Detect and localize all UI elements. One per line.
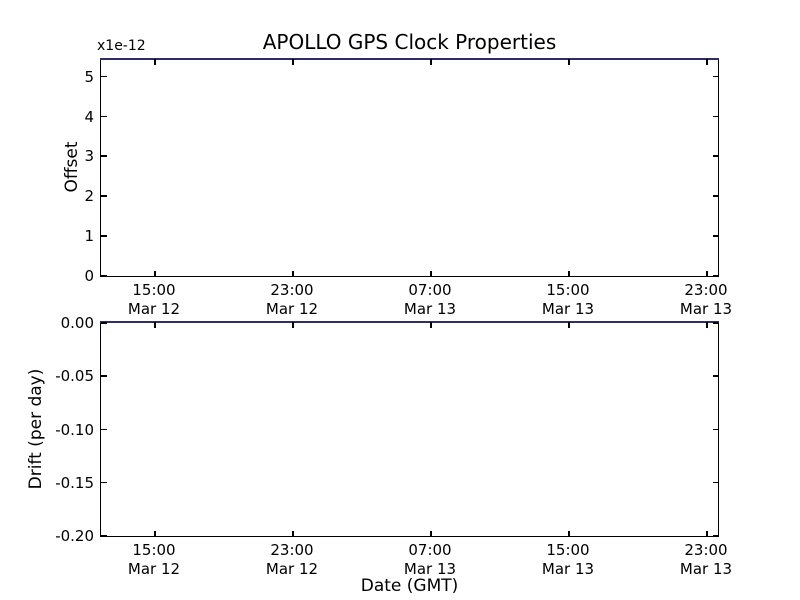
x-tick-label: 23:00 Mar 13 xyxy=(680,541,732,579)
x-tick xyxy=(568,59,570,65)
y-tick-label: 0 xyxy=(84,267,94,285)
y-tick xyxy=(712,535,718,537)
x-tick xyxy=(568,322,570,328)
y-axis-exponent-label: x1e-12 xyxy=(97,38,146,54)
x-tick-date: Mar 13 xyxy=(679,560,733,578)
x-tick-time: 23:00 xyxy=(684,541,728,559)
y-tick xyxy=(101,195,107,197)
x-tick xyxy=(706,530,708,536)
x-tick-time: 15:00 xyxy=(132,281,176,299)
x-tick xyxy=(430,270,432,276)
y-tick-label: 3 xyxy=(84,147,94,166)
x-tick xyxy=(430,59,432,65)
x-tick-label: 15:00 Mar 13 xyxy=(542,281,594,319)
x-tick xyxy=(292,322,294,328)
x-tick-label: 23:00 Mar 13 xyxy=(680,281,732,319)
y-tick-label: -0.05 xyxy=(55,367,94,386)
x-tick xyxy=(706,322,708,328)
x-tick xyxy=(430,530,432,536)
y-tick xyxy=(712,481,718,484)
chart-title: APOLLO GPS Clock Properties xyxy=(262,30,557,54)
x-tick xyxy=(568,270,570,276)
x-tick-date: Mar 13 xyxy=(541,300,595,318)
x-tick xyxy=(706,270,708,276)
x-tick xyxy=(292,59,294,65)
y-tick-label: -0.15 xyxy=(55,473,94,492)
y-tick-label: -0.20 xyxy=(55,527,94,545)
x-tick-date: Mar 12 xyxy=(127,560,181,578)
x-tick xyxy=(154,270,156,276)
x-tick-time: 23:00 xyxy=(270,281,314,299)
y-tick xyxy=(101,428,107,430)
x-tick-date: Mar 12 xyxy=(265,560,319,578)
x-tick xyxy=(154,322,156,328)
y-tick-label: 4 xyxy=(84,107,94,126)
x-tick-time: 23:00 xyxy=(270,541,314,559)
x-tick-date: Mar 12 xyxy=(127,300,181,318)
y-tick xyxy=(712,322,718,324)
x-tick-label: 07:00 Mar 13 xyxy=(404,281,456,319)
drift-y-axis-label: Drift (per day) xyxy=(26,368,46,490)
y-tick xyxy=(101,481,107,484)
x-tick-label: 15:00 Mar 12 xyxy=(128,281,180,319)
x-tick-time: 23:00 xyxy=(684,281,728,299)
x-tick-time: 15:00 xyxy=(132,541,176,559)
x-tick-time: 15:00 xyxy=(546,281,590,299)
y-tick xyxy=(101,535,107,537)
offset-series-line xyxy=(100,57,719,60)
drift-plot-area: 15:00 Mar 12 23:00 Mar 12 07:00 Mar 13 15:00 Ma… xyxy=(55,314,732,578)
x-tick-date: Mar 13 xyxy=(403,300,457,318)
y-tick xyxy=(101,375,107,377)
x-tick-label: 15:00 Mar 13 xyxy=(542,541,594,579)
x-axis-label: Date (GMT) xyxy=(360,576,459,596)
y-tick xyxy=(101,155,107,157)
y-tick-label: 1 xyxy=(84,227,94,246)
x-tick-label: 23:00 Mar 12 xyxy=(266,281,318,319)
offset-y-axis-label: Offset xyxy=(62,141,82,193)
x-tick-label: 23:00 Mar 12 xyxy=(266,541,318,579)
y-tick xyxy=(712,155,718,157)
x-tick xyxy=(154,530,156,536)
x-tick-date: Mar 13 xyxy=(679,300,733,318)
y-tick xyxy=(712,375,718,377)
y-tick xyxy=(101,322,107,324)
x-tick xyxy=(706,59,708,65)
x-tick xyxy=(430,322,432,328)
drift-series-line xyxy=(100,320,719,323)
y-tick xyxy=(101,275,107,277)
x-tick-date: Mar 13 xyxy=(403,560,457,578)
x-tick xyxy=(292,530,294,536)
y-tick-label: 5 xyxy=(84,67,94,86)
y-tick xyxy=(712,428,718,430)
x-tick-time: 07:00 xyxy=(408,281,452,299)
x-tick xyxy=(568,530,570,536)
x-tick-date: Mar 12 xyxy=(265,300,319,318)
x-tick-time: 15:00 xyxy=(546,541,590,559)
y-tick-label: 2 xyxy=(84,187,94,206)
x-tick-date: Mar 13 xyxy=(541,560,595,578)
y-tick xyxy=(712,115,718,118)
x-tick xyxy=(292,270,294,276)
x-tick-time: 07:00 xyxy=(408,541,452,559)
y-tick-label: -0.10 xyxy=(55,420,94,439)
y-tick-label: 0.00 xyxy=(60,314,94,332)
y-tick xyxy=(712,275,718,277)
y-tick xyxy=(712,195,718,197)
x-tick-label: 07:00 Mar 13 xyxy=(404,541,456,579)
y-tick xyxy=(712,75,718,78)
y-tick xyxy=(101,115,107,118)
y-tick xyxy=(101,235,107,237)
y-tick xyxy=(101,75,107,78)
offset-plot-area: 15:00 Mar 12 23:00 Mar 12 07:00 Mar 13 15:00 Ma… xyxy=(84,57,732,318)
x-tick xyxy=(154,59,156,65)
y-tick xyxy=(712,235,718,237)
x-tick-label: 15:00 Mar 12 xyxy=(128,541,180,579)
